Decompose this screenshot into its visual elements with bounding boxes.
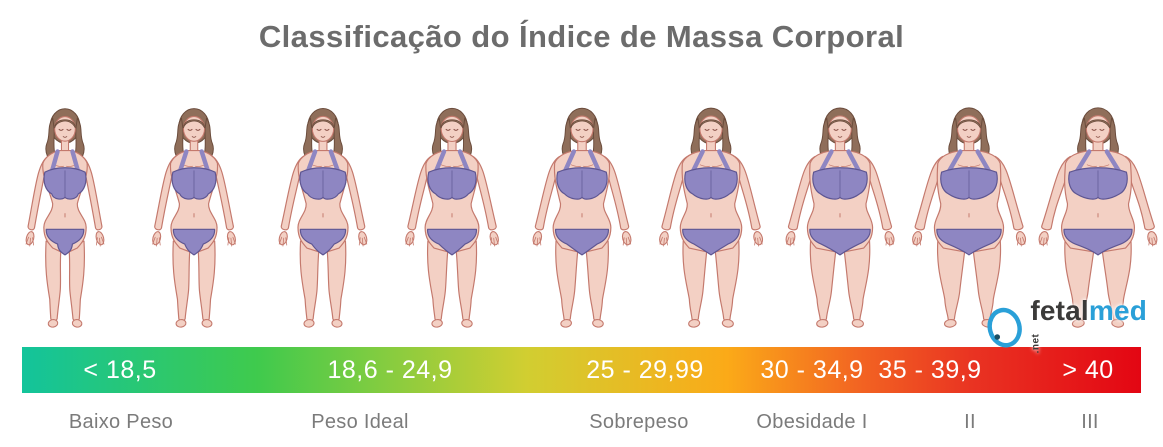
- category-label-obesidade-1: Obesidade I: [756, 411, 868, 433]
- fetalmed-logo-icon: [982, 303, 1027, 351]
- category-label-obesidade-3: III: [1081, 411, 1099, 433]
- bmi-range-obesity-3: > 40: [1062, 356, 1114, 384]
- category-label-baixo-peso: Baixo Peso: [68, 411, 174, 433]
- category-label-peso-ideal: Peso Ideal: [311, 411, 409, 433]
- bmi-figure-1: [1, 103, 129, 332]
- fetalmed-logo-text: fetalmed .net: [1030, 295, 1163, 359]
- bmi-figure-7: [776, 103, 904, 332]
- bmi-figure-4: [388, 103, 516, 332]
- bmi-range-obesity-1: 30 - 34,9: [760, 356, 864, 384]
- bmi-range-overweight: 25 - 29,99: [586, 356, 704, 384]
- category-label-obesidade-2: II: [964, 411, 976, 433]
- page-title: Classificação do Índice de Massa Corpora…: [258, 19, 905, 54]
- bmi-range-obesity-2: 35 - 39,9: [878, 356, 982, 384]
- logo-text-net: .net: [1030, 333, 1042, 354]
- logo-text-fetal: fetal: [1030, 295, 1089, 326]
- bmi-range-underweight: < 18,5: [83, 356, 157, 384]
- bmi-figure-2: [130, 103, 258, 332]
- category-label-sobrepeso: Sobrepeso: [589, 411, 689, 433]
- bmi-figure-6: [647, 103, 775, 332]
- figures-row: [1, 103, 1162, 333]
- bmi-range-ideal: 18,6 - 24,9: [327, 356, 453, 384]
- bmi-scale-bar: < 18,5 18,6 - 24,9 25 - 29,99 30 - 34,9 …: [22, 347, 1141, 393]
- bmi-figure-5: [518, 103, 646, 332]
- bmi-figure-9: [1034, 103, 1162, 332]
- logo-text-med: med: [1088, 295, 1148, 326]
- fetalmed-logo: fetalmed .net: [982, 295, 1163, 359]
- bmi-figure-3: [259, 103, 387, 332]
